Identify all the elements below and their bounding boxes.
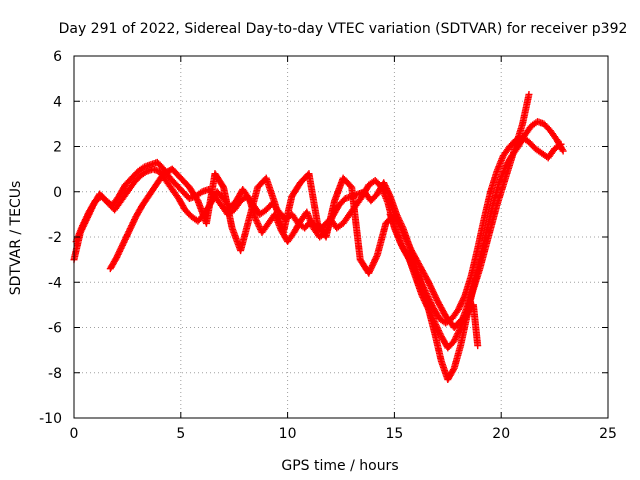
data-point: [525, 90, 533, 98]
x-tick-label: 10: [279, 426, 297, 442]
y-axis-label: SDTVAR / TECUs: [8, 181, 24, 296]
y-tick-label: 6: [53, 49, 62, 65]
grid-lines: [74, 56, 608, 418]
data-point: [460, 293, 468, 301]
chart-title: Day 291 of 2022, Sidereal Day-to-day VTE…: [59, 21, 628, 37]
x-tick-label: 15: [385, 426, 403, 442]
series-track-d: [386, 210, 482, 352]
y-tick-label: -4: [48, 275, 62, 291]
x-tick-label: 25: [599, 426, 617, 442]
data-point: [558, 146, 566, 154]
data-point: [474, 342, 482, 350]
y-tick-label: 0: [53, 185, 62, 201]
x-tick-label: 5: [176, 426, 185, 442]
y-tick-label: 2: [53, 140, 62, 156]
data-points: [70, 90, 567, 384]
y-tick-label: -2: [48, 230, 62, 246]
y-tick-label: 4: [53, 94, 62, 110]
x-tick-label: 0: [70, 426, 79, 442]
y-tick-label: -8: [48, 366, 62, 382]
x-axis-label: GPS time / hours: [281, 458, 398, 474]
y-tick-label: -10: [39, 411, 62, 427]
data-point: [244, 193, 252, 201]
data-point: [559, 147, 567, 155]
axis-ticks: [73, 55, 609, 419]
y-tick-label: -6: [48, 321, 62, 337]
data-point: [373, 253, 381, 261]
x-tick-label: 20: [492, 426, 510, 442]
tick-labels: 0 5 10 15 20 25 -10 -8 -6 -4 -2 0 2 4 6: [39, 49, 617, 442]
